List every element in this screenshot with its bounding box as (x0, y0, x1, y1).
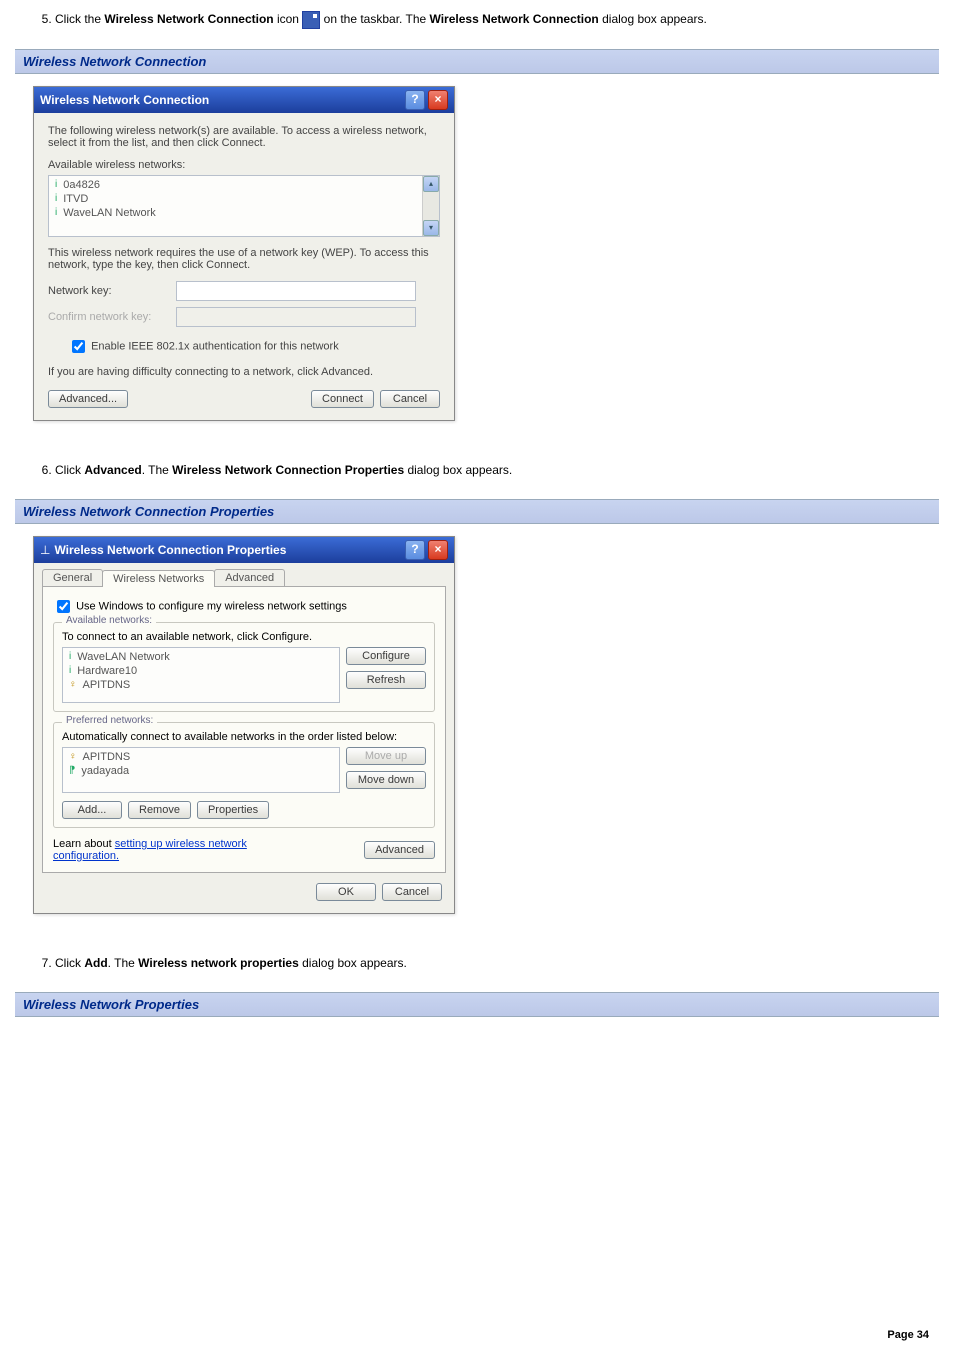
add-button[interactable]: Add... (62, 801, 122, 819)
cancel-button[interactable]: Cancel (380, 390, 440, 408)
learn-text: Learn about (53, 838, 115, 850)
step5-bold2: Wireless Network Connection (430, 12, 599, 26)
step5-post: on the taskbar. The (320, 12, 429, 26)
step-7: Click Add. The Wireless network properti… (55, 954, 939, 972)
signal-icon: i (55, 179, 57, 191)
dialog2-titlebar: ⊥Wireless Network Connection Properties … (34, 537, 454, 563)
signal-icon: ⁋ (69, 765, 75, 777)
available-group-label: Available networks: (62, 615, 156, 626)
help-icon[interactable]: ? (405, 540, 425, 560)
scrollbar[interactable]: ▴ ▾ (422, 176, 439, 236)
list-item[interactable]: ⁋yadayada (65, 764, 337, 778)
move-down-button[interactable]: Move down (346, 771, 426, 789)
list-item[interactable]: ♀APITDNS (65, 678, 337, 692)
dialog1-intro: The following wireless network(s) are av… (48, 125, 440, 149)
step5-mid: icon (274, 12, 303, 26)
signal-icon: i (55, 193, 57, 205)
preferred-help-text: Automatically connect to available netwo… (62, 731, 426, 743)
preferred-group-label: Preferred networks: (62, 715, 157, 726)
confirm-key-input (176, 307, 416, 327)
refresh-button[interactable]: Refresh (346, 671, 426, 689)
available-help-text: To connect to an available network, clic… (62, 631, 426, 643)
advanced2-button[interactable]: Advanced (364, 841, 435, 859)
step5-bold1: Wireless Network Connection (104, 12, 273, 26)
tab-wireless-networks[interactable]: Wireless Networks (102, 570, 215, 587)
signal-icon: i (69, 665, 71, 677)
difficulty-text: If you are having difficulty connecting … (48, 366, 440, 378)
close-icon[interactable]: × (428, 90, 448, 110)
available-networks-label: Available wireless networks: (48, 159, 440, 171)
caption-wireless-connection: Wireless Network Connection (15, 49, 939, 74)
configure-button[interactable]: Configure (346, 647, 426, 665)
wep-text: This wireless network requires the use o… (48, 247, 440, 271)
tab-general[interactable]: General (42, 569, 103, 586)
signal-icon: i (55, 207, 57, 219)
list-item[interactable]: iITVD (51, 192, 437, 206)
network-key-input[interactable] (176, 281, 416, 301)
scroll-up-icon[interactable]: ▴ (423, 176, 439, 192)
ieee-checkbox[interactable] (72, 340, 85, 353)
lock-icon: ♀ (69, 679, 77, 691)
wireless-connection-icon (302, 11, 320, 29)
list-item[interactable]: iHardware10 (65, 664, 337, 678)
list-item[interactable]: iWaveLAN Network (51, 206, 437, 220)
available-networks-listbox[interactable]: iWaveLAN Network iHardware10 ♀APITDNS (62, 647, 340, 703)
list-item[interactable]: ♀APITDNS (65, 750, 337, 764)
help-icon[interactable]: ? (405, 90, 425, 110)
available-networks-list[interactable]: i0a4826 iITVD iWaveLAN Network ▴ ▾ (48, 175, 440, 237)
step-5: Click the Wireless Network Connection ic… (55, 10, 939, 29)
adapter-icon: ⊥ (40, 543, 50, 557)
signal-icon: i (69, 651, 71, 663)
confirm-key-label: Confirm network key: (48, 311, 168, 323)
step5-pre: Click the (55, 12, 104, 26)
tab-advanced[interactable]: Advanced (214, 569, 285, 586)
use-windows-checkbox[interactable] (57, 600, 70, 613)
cancel2-button[interactable]: Cancel (382, 883, 442, 901)
preferred-networks-listbox[interactable]: ♀APITDNS ⁋yadayada (62, 747, 340, 793)
properties-button[interactable]: Properties (197, 801, 269, 819)
ok-button[interactable]: OK (316, 883, 376, 901)
advanced-button[interactable]: Advanced... (48, 390, 128, 408)
step5-tail: dialog box appears. (599, 12, 707, 26)
list-item[interactable]: i0a4826 (51, 178, 437, 192)
lock-icon: ♀ (69, 751, 77, 763)
wireless-connection-dialog: Wireless Network Connection ? × The foll… (33, 86, 455, 421)
dialog1-titlebar: Wireless Network Connection ? × (34, 87, 454, 113)
scroll-down-icon[interactable]: ▾ (423, 220, 439, 236)
connection-properties-dialog: ⊥Wireless Network Connection Properties … (33, 536, 455, 914)
close-icon[interactable]: × (428, 540, 448, 560)
remove-button[interactable]: Remove (128, 801, 191, 819)
dialog2-title: Wireless Network Connection Properties (54, 543, 286, 557)
list-item[interactable]: iWaveLAN Network (65, 650, 337, 664)
caption-connection-properties: Wireless Network Connection Properties (15, 499, 939, 524)
use-windows-label: Use Windows to configure my wireless net… (76, 600, 347, 612)
caption-network-properties: Wireless Network Properties (15, 992, 939, 1017)
move-up-button: Move up (346, 747, 426, 765)
ieee-label: Enable IEEE 802.1x authentication for th… (91, 340, 339, 352)
dialog1-title: Wireless Network Connection (40, 93, 209, 107)
step-6: Click Advanced. The Wireless Network Con… (55, 461, 939, 479)
page-number: Page 34 (15, 1309, 939, 1341)
network-key-label: Network key: (48, 285, 168, 297)
connect-button[interactable]: Connect (311, 390, 374, 408)
